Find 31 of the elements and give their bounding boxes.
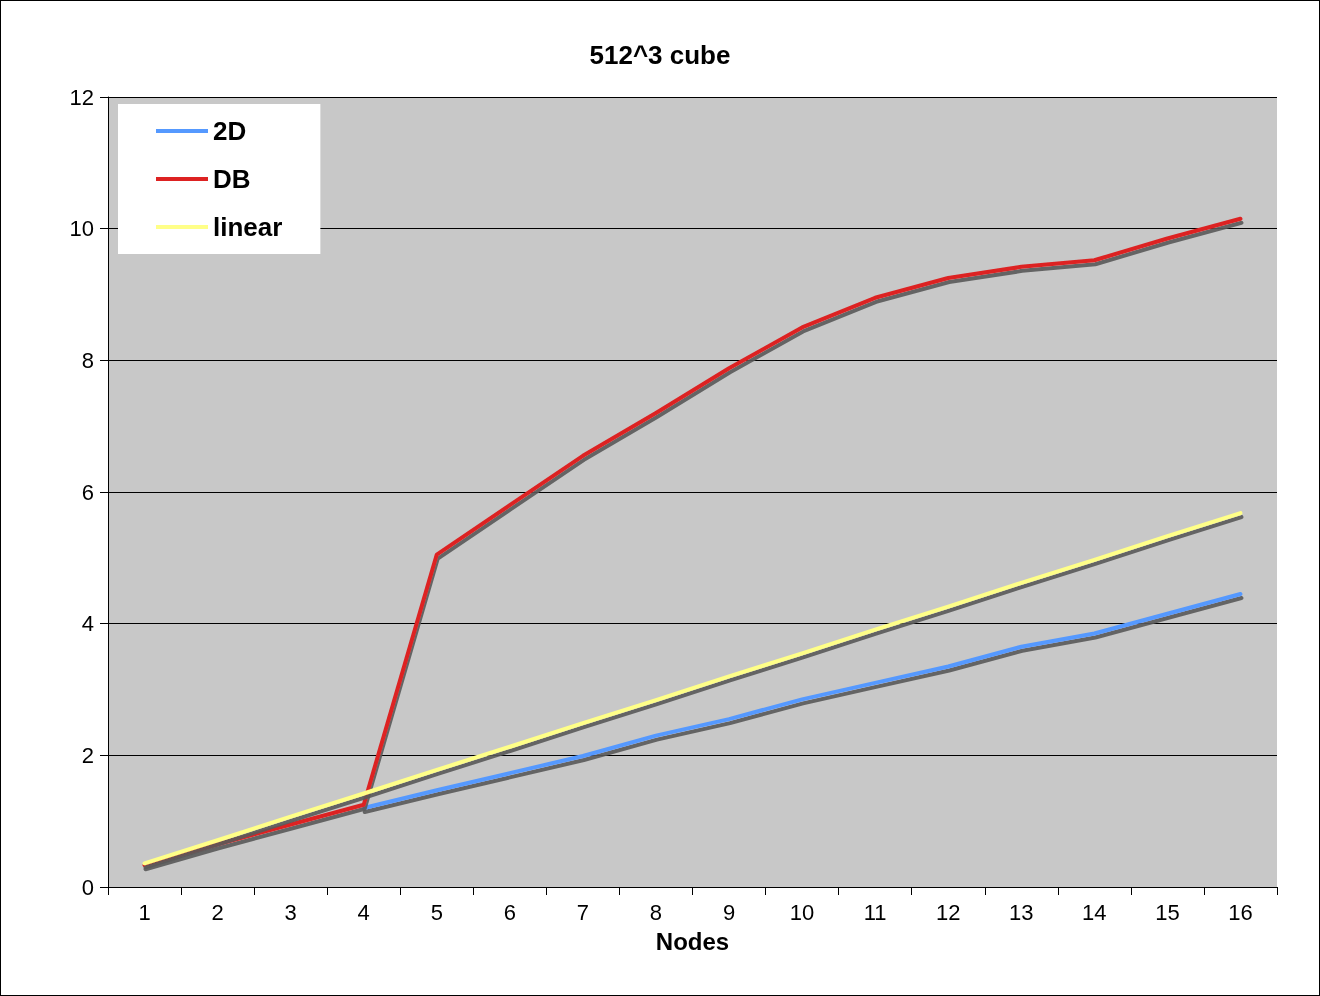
x-axis-title: Nodes bbox=[655, 927, 730, 955]
y-tick-label: 12 bbox=[69, 84, 94, 110]
y-tick-label: 2 bbox=[81, 742, 94, 768]
x-tick-label: 15 bbox=[1155, 899, 1180, 925]
x-tick-label: 9 bbox=[722, 899, 736, 925]
x-tick-label: 7 bbox=[576, 899, 590, 925]
x-tick-label: 10 bbox=[789, 899, 815, 925]
y-tick-label: 0 bbox=[81, 874, 94, 900]
x-tick-label: 11 bbox=[863, 899, 887, 925]
line-series bbox=[142, 511, 1243, 866]
legend-label: DB bbox=[213, 164, 251, 194]
x-tick-label: 6 bbox=[503, 899, 516, 925]
y-tick-label: 10 bbox=[69, 216, 94, 242]
x-tick-label: 12 bbox=[935, 899, 961, 925]
x-tick-label: 13 bbox=[1009, 899, 1034, 925]
x-tick-label: 5 bbox=[430, 899, 443, 925]
line-series bbox=[361, 592, 1243, 810]
line-series bbox=[142, 216, 1243, 868]
x-tick-label: 16 bbox=[1228, 899, 1253, 925]
x-tick-label: 1 bbox=[138, 899, 151, 925]
legend-label: 2D bbox=[213, 116, 247, 146]
x-tick-label: 3 bbox=[284, 899, 297, 925]
x-tick-label: 4 bbox=[357, 899, 370, 925]
legend-label: linear bbox=[213, 212, 283, 242]
x-tick-label: 8 bbox=[649, 899, 663, 925]
chart-title: 512^3 cube bbox=[589, 40, 731, 70]
y-tick-label: 4 bbox=[81, 611, 94, 637]
y-tick-label: 8 bbox=[81, 347, 94, 373]
y-tick-label: 6 bbox=[81, 479, 94, 505]
x-tick-label: 14 bbox=[1082, 899, 1107, 925]
x-tick-label: 2 bbox=[211, 899, 224, 925]
